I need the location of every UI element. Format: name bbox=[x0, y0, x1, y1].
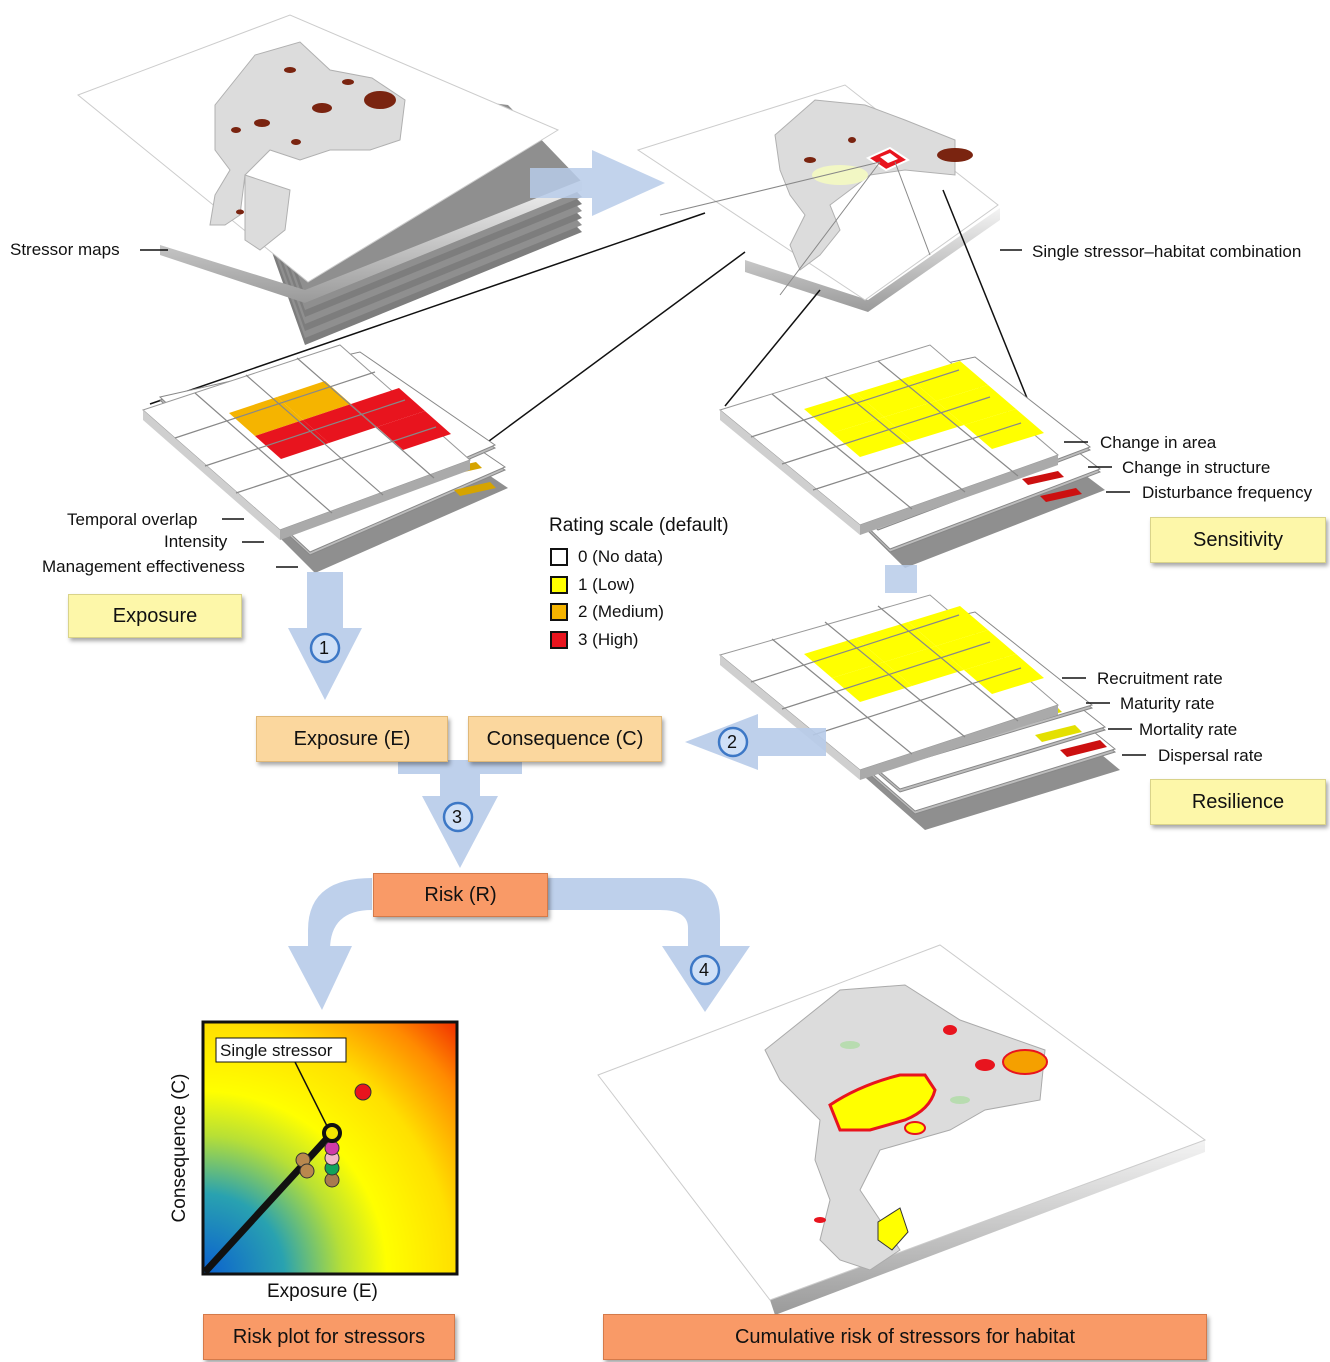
legend-label-1: 1 (Low) bbox=[578, 575, 635, 594]
cumulative-risk-box: Cumulative risk of stressors for habitat bbox=[603, 1314, 1207, 1360]
label-ticks bbox=[222, 441, 1146, 756]
consequence-c-box: Consequence (C) bbox=[468, 716, 662, 762]
legend-item-1: 1 (Low) bbox=[550, 575, 635, 595]
label-management-effectiveness: Management effectiveness bbox=[42, 557, 245, 576]
point-tan-2 bbox=[299, 1163, 315, 1179]
step-1-label: 1 bbox=[319, 638, 330, 658]
arrow-left-branch bbox=[288, 878, 372, 1010]
label-maturity-rate: Maturity rate bbox=[1120, 694, 1215, 713]
label-intensity: Intensity bbox=[164, 532, 228, 551]
step-circles bbox=[309, 632, 749, 986]
connector-lines bbox=[140, 189, 1051, 459]
legend-swatch-0 bbox=[550, 548, 568, 566]
stressor-map-shape bbox=[209, 41, 406, 251]
legend-item-2: 2 (Medium) bbox=[550, 602, 664, 622]
label-dispersal-rate: Dispersal rate bbox=[1158, 746, 1263, 765]
legend-swatch-2 bbox=[550, 603, 568, 621]
exposure-grid-stack bbox=[142, 344, 508, 573]
label-recruitment-rate: Recruitment rate bbox=[1097, 669, 1223, 688]
legend-label-3: 3 (High) bbox=[578, 630, 639, 649]
legend-swatch-3 bbox=[550, 631, 568, 649]
risk-plot-ylabel: Consequence (C) bbox=[169, 1073, 190, 1223]
exposure-e-box: Exposure (E) bbox=[256, 716, 448, 762]
arrow-step-4 bbox=[548, 878, 750, 1012]
legend-label-2: 2 (Medium) bbox=[578, 602, 664, 621]
sensitivity-box: Sensitivity bbox=[1150, 517, 1326, 563]
risk-plot-xlabel: Exposure (E) bbox=[267, 1281, 378, 1302]
legend-title: Rating scale (default) bbox=[549, 515, 729, 536]
exposure-box: Exposure bbox=[68, 594, 242, 638]
label-single-combo: Single stressor–habitat combination bbox=[1032, 242, 1302, 261]
projection-lines bbox=[659, 161, 931, 296]
stressor-maps-stack bbox=[77, 14, 582, 345]
risk-plot-annotation: Single stressor bbox=[220, 1041, 333, 1060]
legend-item-0: 0 (No data) bbox=[550, 547, 663, 567]
label-disturbance-frequency: Disturbance frequency bbox=[1142, 483, 1313, 502]
exposure-grid-cells bbox=[229, 381, 451, 459]
risk-plot-box: Risk plot for stressors bbox=[203, 1314, 455, 1360]
sensitivity-cell-small-1 bbox=[1022, 471, 1064, 485]
resilience-box: Resilience bbox=[1150, 779, 1326, 825]
sensitivity-grid-stack bbox=[718, 344, 1105, 568]
label-change-area: Change in area bbox=[1100, 433, 1217, 452]
label-mortality-rate: Mortality rate bbox=[1139, 720, 1238, 739]
risk-plot bbox=[201, 1020, 459, 1276]
point-single-stressor bbox=[322, 1123, 342, 1143]
legend-item-3: 3 (High) bbox=[550, 630, 638, 650]
legend-label-0: 0 (No data) bbox=[578, 547, 664, 566]
label-temporal-overlap: Temporal overlap bbox=[67, 510, 198, 529]
risk-r-box: Risk (R) bbox=[373, 873, 548, 917]
transfer-arrow bbox=[530, 150, 665, 216]
arrow-step-2 bbox=[685, 714, 826, 770]
exposure-cell-small-2 bbox=[454, 482, 496, 496]
step-2-label: 2 bbox=[727, 732, 738, 752]
single-combo-plate bbox=[636, 84, 1000, 312]
label-change-structure: Change in structure bbox=[1122, 458, 1271, 477]
cumulative-risk-plate bbox=[597, 944, 1207, 1315]
step-4-label: 4 bbox=[699, 960, 710, 980]
resilience-grid-stack bbox=[718, 594, 1120, 830]
label-stressor-maps: Stressor maps bbox=[10, 240, 120, 259]
risk-vector bbox=[202, 1130, 335, 1275]
legend-swatch-1 bbox=[550, 576, 568, 594]
sensitivity-grid-cells bbox=[804, 361, 1044, 457]
resilience-grid-cells bbox=[804, 606, 1044, 702]
step-3-label: 3 bbox=[452, 807, 463, 827]
sensitivity-cell-small-2 bbox=[1040, 488, 1082, 502]
point-magenta bbox=[324, 1140, 340, 1156]
point-red bbox=[354, 1083, 372, 1101]
resilience-cell-small-3 bbox=[1060, 740, 1107, 757]
resilience-cell-small-2 bbox=[1035, 725, 1082, 742]
